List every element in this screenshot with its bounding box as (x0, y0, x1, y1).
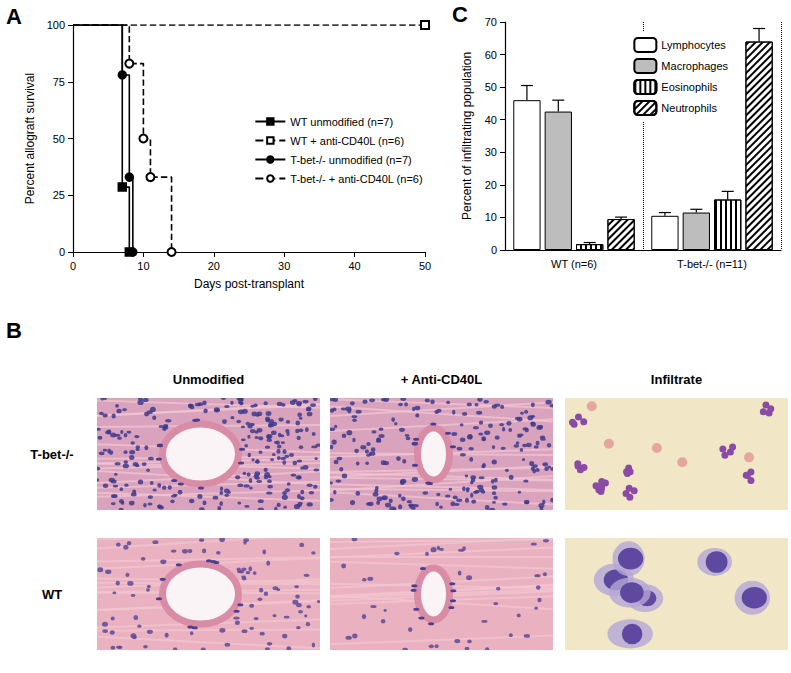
svg-text:40: 40 (485, 114, 497, 126)
svg-text:T-bet-/- + anti-CD40L (n=6): T-bet-/- + anti-CD40L (n=6) (290, 173, 422, 185)
svg-text:60: 60 (485, 49, 497, 61)
svg-text:T-bet-/-: T-bet-/- (30, 447, 73, 462)
svg-text:70: 70 (485, 16, 497, 28)
svg-text:10: 10 (137, 260, 149, 272)
html-text:B: B (6, 318, 22, 343)
svg-text:Lymphocytes: Lymphocytes (661, 39, 726, 51)
svg-text:50: 50 (419, 260, 431, 272)
svg-text:WT: WT (42, 587, 62, 602)
svg-text:Unmodified: Unmodified (173, 372, 245, 387)
svg-text:Macrophages: Macrophages (661, 60, 728, 72)
svg-text:Percent allograft survival: Percent allograft survival (23, 73, 37, 204)
svg-text:Infiltrate: Infiltrate (651, 372, 702, 387)
svg-text:WT unmodified (n=7): WT unmodified (n=7) (290, 116, 393, 128)
svg-text:50: 50 (485, 81, 497, 93)
svg-text:100: 100 (47, 19, 65, 31)
svg-text:Neutrophils: Neutrophils (661, 102, 717, 114)
svg-text:WT + anti-CD40L (n=6): WT + anti-CD40L (n=6) (290, 135, 404, 147)
svg-text:30: 30 (485, 146, 497, 158)
svg-text:75: 75 (53, 76, 65, 88)
svg-text:T-bet-/- (n=11): T-bet-/- (n=11) (677, 258, 747, 270)
svg-text:Days post-transplant: Days post-transplant (194, 277, 305, 291)
svg-text:WT (n=6): WT (n=6) (551, 258, 597, 270)
svg-text:40: 40 (348, 260, 360, 272)
svg-text:25: 25 (53, 189, 65, 201)
svg-text:Percent of infiltrating popula: Percent of infiltrating population (460, 52, 474, 220)
svg-text:20: 20 (485, 179, 497, 191)
svg-text:20: 20 (208, 260, 220, 272)
svg-text:0: 0 (59, 246, 65, 258)
svg-text:Eosinophils: Eosinophils (661, 81, 718, 93)
html-text:A: A (6, 4, 22, 29)
svg-text:0: 0 (70, 260, 76, 272)
html-text:C: C (452, 2, 468, 27)
svg-text:+ Anti-CD40L: + Anti-CD40L (401, 372, 483, 387)
svg-text:0: 0 (491, 244, 497, 256)
svg-text:50: 50 (53, 133, 65, 145)
svg-text:10: 10 (485, 211, 497, 223)
svg-text:T-bet-/- unmodified (n=7): T-bet-/- unmodified (n=7) (290, 154, 411, 166)
svg-text:30: 30 (278, 260, 290, 272)
